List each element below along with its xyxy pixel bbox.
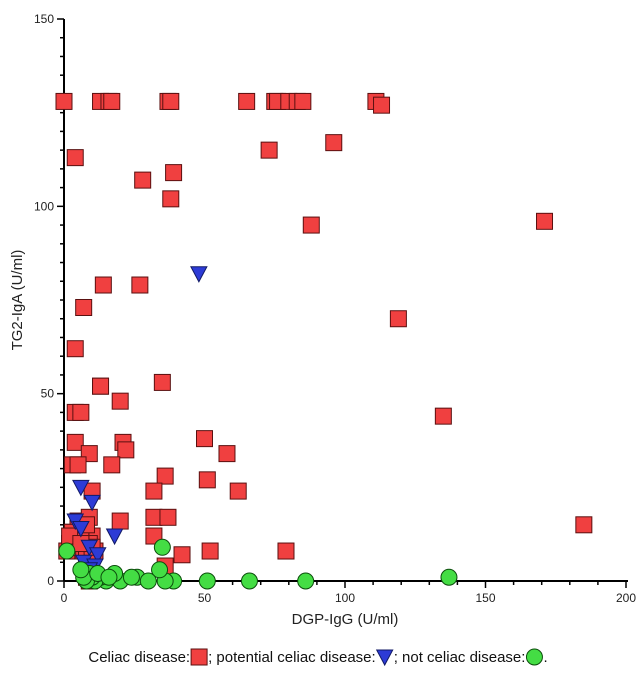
y-tick-label: 0 (47, 574, 54, 588)
point-potential-celiac-disease (72, 479, 90, 497)
y-tick-label: 50 (41, 387, 55, 401)
point-not-celiac-disease (297, 572, 315, 590)
point-celiac-disease (92, 377, 110, 395)
x-tick-label: 150 (475, 591, 495, 605)
point-not-celiac-disease (72, 561, 90, 579)
point-celiac-disease (373, 96, 391, 114)
point-celiac-disease (69, 456, 87, 474)
point-celiac-disease (75, 298, 93, 316)
legend: Celiac disease: ; potential celiac diseas… (88, 648, 548, 667)
point-potential-celiac-disease (190, 266, 208, 283)
point-celiac-disease (294, 92, 312, 110)
legend-marker-not-celiac-disease (525, 648, 543, 666)
y-tick-label: 150 (34, 12, 54, 26)
point-celiac-disease (162, 92, 180, 110)
y-axis-label: TG2-IgA (U/ml) (9, 250, 26, 351)
x-tick-label: 100 (335, 591, 355, 605)
point-celiac-disease (260, 141, 278, 159)
point-potential-celiac-disease (105, 528, 124, 546)
point-celiac-disease (575, 516, 593, 534)
legend-marker-potential-celiac-disease (375, 649, 394, 667)
axis-ticks: 0 50 100 150 200 0 50 100 150 (34, 12, 636, 605)
x-tick-label: 50 (198, 591, 212, 605)
point-celiac-disease (111, 392, 129, 410)
point-celiac-disease (302, 216, 320, 234)
point-celiac-disease (153, 373, 171, 391)
point-celiac-disease (111, 512, 129, 530)
point-celiac-disease (103, 92, 121, 110)
x-axis-label: DGP-IgG (U/ml) (292, 611, 399, 628)
point-celiac-disease (156, 467, 174, 485)
point-celiac-disease (55, 92, 73, 110)
point-celiac-disease (134, 171, 152, 189)
point-celiac-disease (94, 276, 112, 294)
point-celiac-disease (72, 403, 90, 421)
point-celiac-disease (66, 340, 84, 358)
legend-text: Celiac disease: (88, 649, 190, 666)
point-not-celiac-disease (151, 561, 169, 579)
point-potential-celiac-disease (72, 521, 90, 538)
point-celiac-disease (229, 482, 247, 500)
legend-text: ; potential celiac disease: (208, 649, 376, 666)
point-celiac-disease (145, 482, 163, 500)
point-not-celiac-disease (100, 568, 118, 586)
point-celiac-disease (277, 542, 295, 560)
point-celiac-disease (536, 212, 554, 230)
point-celiac-disease (196, 430, 213, 448)
point-not-celiac-disease (122, 568, 140, 586)
point-not-celiac-disease (198, 572, 216, 590)
y-tick-label: 100 (34, 199, 54, 213)
point-celiac-disease (325, 134, 343, 152)
point-celiac-disease (159, 508, 177, 526)
point-celiac-disease (165, 164, 183, 182)
point-celiac-disease (173, 546, 191, 564)
point-celiac-disease (434, 407, 452, 425)
point-celiac-disease (201, 542, 219, 560)
point-celiac-disease (66, 149, 84, 167)
point-not-celiac-disease (240, 572, 258, 590)
point-celiac-disease (198, 471, 216, 489)
point-not-celiac-disease (153, 538, 171, 556)
x-tick-label: 200 (616, 591, 636, 605)
legend-text: ; not celiac disease: (394, 649, 526, 666)
point-celiac-disease (162, 190, 180, 208)
point-not-celiac-disease (139, 572, 157, 590)
point-potential-celiac-disease (83, 494, 101, 512)
point-celiac-disease (389, 310, 407, 328)
data-points (55, 92, 593, 590)
point-potential-celiac-disease (88, 547, 107, 564)
point-celiac-disease (66, 433, 84, 451)
point-celiac-disease (103, 456, 121, 474)
point-not-celiac-disease (440, 568, 458, 586)
point-not-celiac-disease (58, 542, 76, 560)
x-tick-label: 0 (61, 591, 68, 605)
legend-marker-celiac-disease (190, 648, 208, 666)
point-celiac-disease (218, 445, 236, 463)
point-celiac-disease (238, 92, 256, 110)
point-celiac-disease (131, 276, 149, 294)
point-celiac-disease (117, 441, 135, 459)
legend-text: . (543, 649, 547, 666)
